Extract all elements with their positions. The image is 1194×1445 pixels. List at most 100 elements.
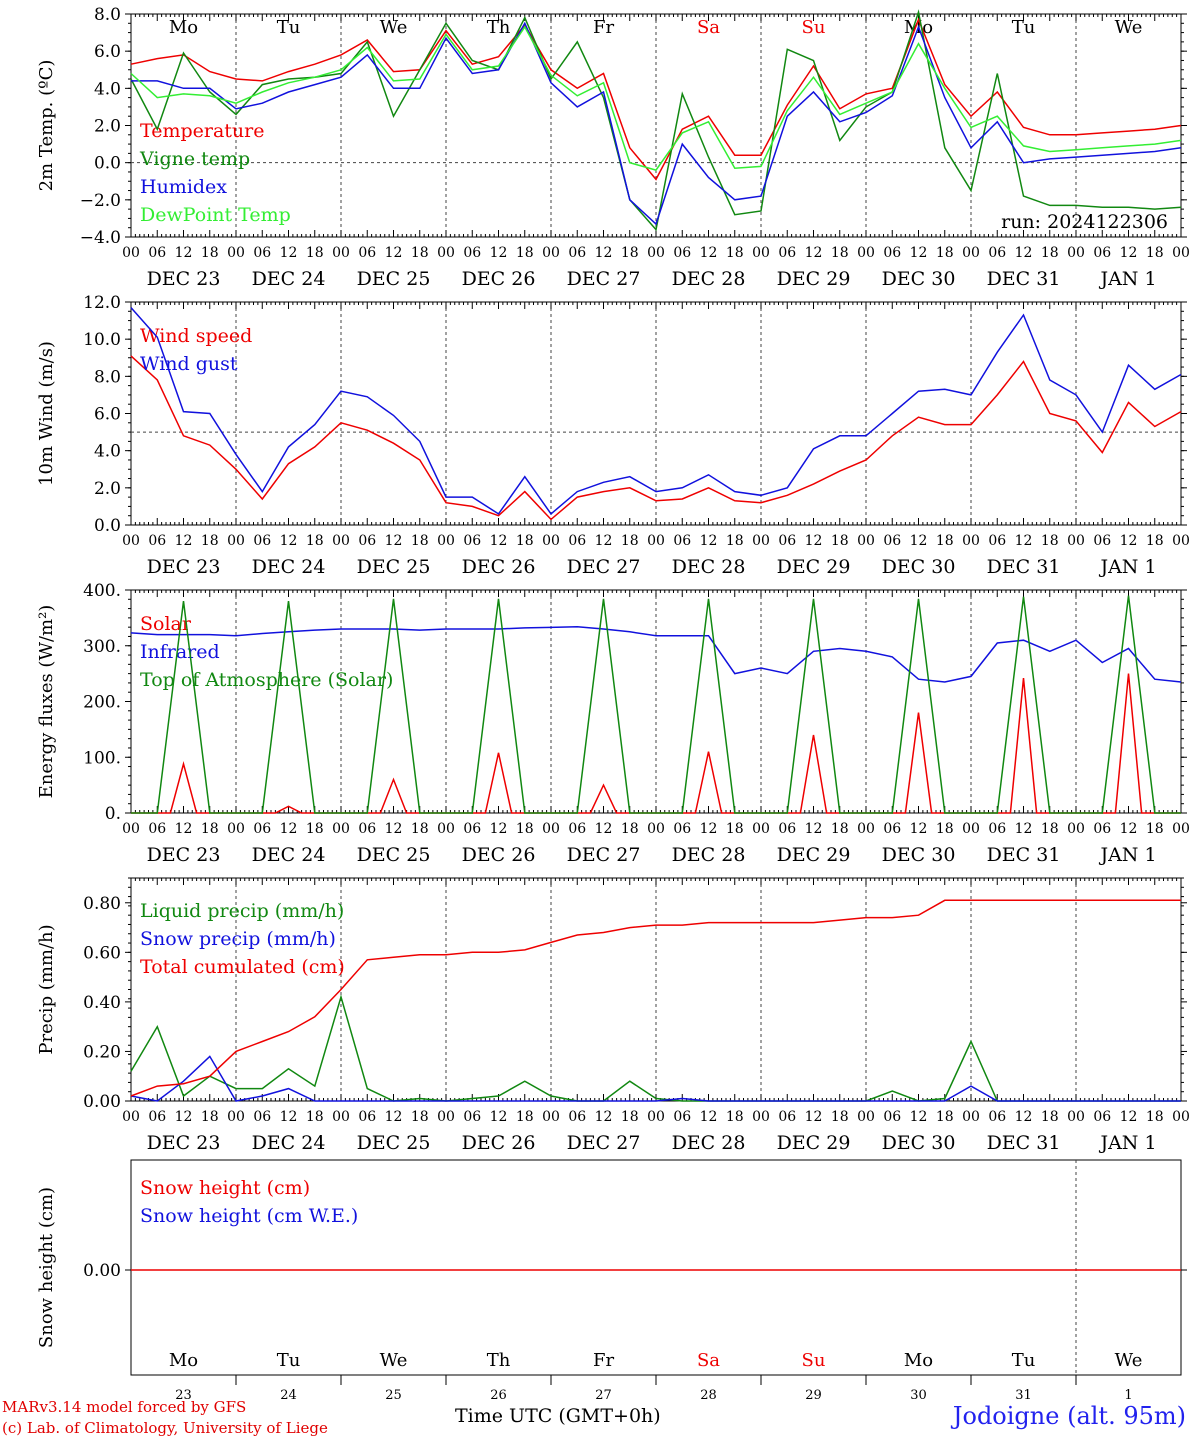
date-label: DEC 29 <box>777 844 851 866</box>
model-credit: MARv3.14 model forced by GFS <box>2 1398 247 1416</box>
hour-label: 00 <box>647 1109 665 1125</box>
hour-label: 12 <box>805 533 823 549</box>
hour-label: 18 <box>411 245 429 261</box>
hour-label: 00 <box>962 821 980 837</box>
date-label: DEC 30 <box>882 844 956 866</box>
weekday-label: Tu <box>1012 1350 1036 1371</box>
hour-label: 00 <box>1067 1109 1085 1125</box>
hour-label: 12 <box>175 1109 193 1125</box>
date-label: DEC 28 <box>672 268 746 290</box>
hour-label: 00 <box>647 533 665 549</box>
hour-label: 12 <box>910 821 928 837</box>
panel-frame <box>130 589 1182 814</box>
hour-label: 18 <box>621 1109 639 1125</box>
legend-entry: Wind gust <box>140 353 238 375</box>
hour-label: 00 <box>647 245 665 261</box>
y-tick-label: 0.80 <box>83 894 121 914</box>
hour-label: 00 <box>752 245 770 261</box>
hour-label: 12 <box>805 1109 823 1125</box>
hour-label: 00 <box>542 1109 560 1125</box>
date-label: DEC 25 <box>357 268 431 290</box>
y-axis-label: Snow height (cm) <box>36 1187 57 1348</box>
hour-label: 12 <box>700 1109 718 1125</box>
hour-label: 06 <box>148 1109 166 1125</box>
hour-label: 06 <box>778 1109 796 1125</box>
day-number-label: 23 <box>175 1388 192 1403</box>
hour-label: 18 <box>936 533 954 549</box>
y-axis-label: 10m Wind (m/s) <box>36 341 57 486</box>
date-label: JAN 1 <box>1098 268 1156 290</box>
hour-label: 18 <box>936 821 954 837</box>
hour-label: 06 <box>253 1109 271 1125</box>
hour-label: 18 <box>831 1109 849 1125</box>
hour-label: 00 <box>437 533 455 549</box>
hour-label: 12 <box>1120 533 1138 549</box>
hour-label: 06 <box>673 533 691 549</box>
weekday-label: Mo <box>904 1350 933 1371</box>
series-line <box>130 25 1182 171</box>
hour-label: 12 <box>910 533 928 549</box>
date-label: DEC 23 <box>147 844 221 866</box>
weekday-label: Fr <box>593 1350 614 1371</box>
hour-label: 18 <box>306 821 324 837</box>
weekday-label: Tu <box>277 17 301 38</box>
y-tick-label: 0.40 <box>83 993 121 1013</box>
hour-label: 18 <box>1146 1109 1164 1125</box>
y-tick-label: 4.0 <box>94 442 121 462</box>
series-line <box>130 17 1182 181</box>
series-line <box>130 899 1181 1097</box>
hour-label: 00 <box>857 533 875 549</box>
day-number-label: 30 <box>910 1388 927 1403</box>
hour-label: 00 <box>122 821 140 837</box>
y-tick-label: 100. <box>83 748 121 768</box>
hour-label: 00 <box>332 821 350 837</box>
hour-label: 12 <box>175 245 193 261</box>
hour-label: 12 <box>700 245 718 261</box>
hour-label: 00 <box>1172 533 1190 549</box>
hour-label: 06 <box>778 821 796 837</box>
date-label: DEC 26 <box>462 844 536 866</box>
hour-label: 18 <box>516 1109 534 1125</box>
hour-label: 18 <box>726 821 744 837</box>
date-label: JAN 1 <box>1098 1132 1156 1154</box>
y-tick-label: 0.0 <box>94 154 121 174</box>
weekday-label: Th <box>487 17 511 38</box>
date-label: DEC 27 <box>567 268 641 290</box>
hour-label: 06 <box>1093 245 1111 261</box>
hour-label: 00 <box>1172 1109 1190 1125</box>
hour-label: 00 <box>227 245 245 261</box>
date-label: DEC 25 <box>357 556 431 578</box>
hour-label: 18 <box>621 533 639 549</box>
y-axis-label: 2m Temp. (ºC) <box>36 60 57 192</box>
y-tick-label: −4.0 <box>80 228 121 248</box>
legend-entry: Infrared <box>140 641 220 663</box>
hour-label: 18 <box>306 533 324 549</box>
hour-label: 12 <box>1015 533 1033 549</box>
day-number-label: 25 <box>385 1388 402 1403</box>
time-axis-label: Time UTC (GMT+0h) <box>455 1405 661 1427</box>
hour-label: 06 <box>988 533 1006 549</box>
y-tick-label: 8.0 <box>94 367 121 387</box>
date-label: DEC 31 <box>987 844 1061 866</box>
hour-label: 00 <box>332 533 350 549</box>
date-label: DEC 27 <box>567 844 641 866</box>
weekday-label: Su <box>802 17 826 38</box>
hour-label: 00 <box>227 821 245 837</box>
weekday-label: We <box>380 17 408 38</box>
date-label: DEC 26 <box>462 268 536 290</box>
hour-label: 18 <box>516 533 534 549</box>
legend-entry: Snow height (cm W.E.) <box>140 1205 358 1227</box>
date-label: DEC 27 <box>567 1132 641 1154</box>
hour-label: 18 <box>1146 533 1164 549</box>
y-tick-label: 0.60 <box>83 943 121 963</box>
hour-label: 12 <box>385 1109 403 1125</box>
hour-label: 00 <box>1172 245 1190 261</box>
hour-label: 06 <box>148 533 166 549</box>
lab-credit: (c) Lab. of Climatology, University of L… <box>2 1419 328 1437</box>
y-tick-label: 0.20 <box>83 1042 121 1062</box>
hour-label: 06 <box>568 245 586 261</box>
series-line <box>130 1055 1181 1102</box>
day-number-label: 31 <box>1015 1388 1032 1403</box>
date-label: DEC 23 <box>147 268 221 290</box>
